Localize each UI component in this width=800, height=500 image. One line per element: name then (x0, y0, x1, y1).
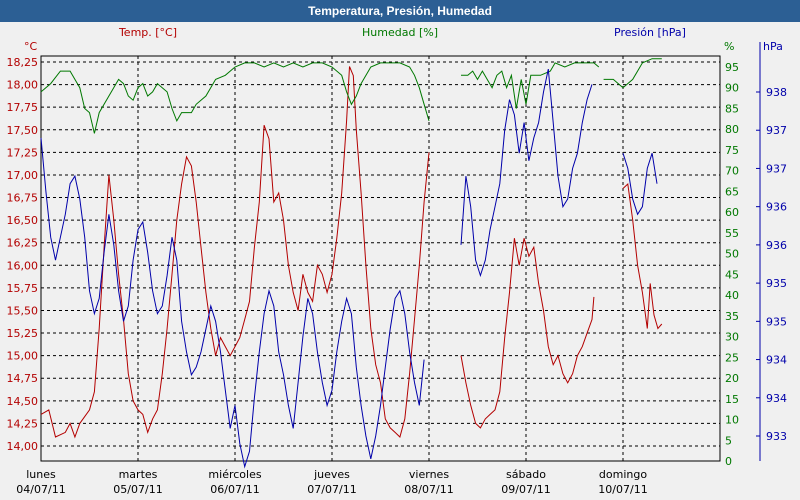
pres-series-line (622, 153, 658, 216)
humidity-tick-label: 30 (725, 331, 739, 344)
day-date-label: 10/07/11 (598, 483, 647, 496)
temp-ticks: 18,25 18,00 17,75 17,50 17,25 17,00 16,75 16,50… (7, 56, 39, 453)
pressure-tick-label: 934 (766, 354, 787, 367)
temp-tick-label: 16,75 (7, 192, 39, 205)
day-date-label: 06/07/11 (210, 483, 259, 496)
day-date-label: 05/07/11 (113, 483, 162, 496)
temp-tick-label: 14,75 (7, 372, 39, 385)
temp-series-line (622, 182, 663, 330)
pres-series-line (460, 68, 593, 278)
temp-tick-label: 17,00 (7, 169, 39, 182)
temp-tick-label: 17,50 (7, 124, 39, 137)
day-date-label: 09/07/11 (501, 483, 550, 496)
temp-tick-label: 16,00 (7, 259, 39, 272)
temp-tick-label: 15,50 (7, 304, 39, 317)
pressure-ticks: 938 937 937 936 936 935 935 934 934 933 (756, 86, 787, 443)
day-name-label: martes (119, 468, 158, 481)
temp-tick-label: 14,00 (7, 440, 39, 453)
temp-tick-label: 16,25 (7, 237, 39, 250)
humidity-tick-label: 20 (725, 372, 739, 385)
humidity-tick-label: 0 (725, 455, 732, 468)
pressure-tick-label: 938 (766, 86, 787, 99)
temp-tick-label: 14,25 (7, 417, 39, 430)
temp-tick-label: 15,00 (7, 350, 39, 363)
day-name-label: viernes (409, 468, 449, 481)
hum-series-line (40, 62, 430, 134)
day-name-label: jueves (313, 468, 350, 481)
pressure-tick-label: 936 (766, 201, 787, 214)
pressure-unit-label: hPa (763, 40, 783, 53)
humidity-tick-label: 45 (725, 268, 739, 281)
humidity-tick-label: 40 (725, 289, 739, 302)
pressure-tick-label: 937 (766, 162, 787, 175)
day-name-label: domingo (599, 468, 647, 481)
pressure-tick-label: 935 (766, 277, 787, 290)
day-date-label: 08/07/11 (404, 483, 453, 496)
temp-unit-label: °C (24, 40, 38, 53)
humidity-tick-label: 70 (725, 165, 739, 178)
humidity-tick-label: 35 (725, 310, 739, 323)
humidity-tick-label: 10 (725, 414, 739, 427)
pres-series-line (40, 137, 425, 469)
day-date-label: 04/07/11 (16, 483, 65, 496)
humidity-tick-label: 65 (725, 185, 739, 198)
temp-tick-label: 14,50 (7, 395, 39, 408)
humidity-tick-label: 85 (725, 102, 739, 115)
grid (41, 56, 720, 461)
humidity-tick-label: 50 (725, 248, 739, 261)
temp-tick-label: 16,50 (7, 214, 39, 227)
day-name-label: miércoles (208, 468, 261, 481)
humidity-tick-label: 95 (725, 61, 739, 74)
day-name-label: lunes (26, 468, 56, 481)
humidity-tick-label: 25 (725, 351, 739, 364)
temp-series-line (460, 238, 595, 429)
humidity-tick-label: 60 (725, 206, 739, 219)
day-date-label: 07/07/11 (307, 483, 356, 496)
pressure-tick-label: 934 (766, 392, 787, 405)
plot-frame (40, 55, 721, 462)
temp-series-line (40, 66, 430, 439)
temp-axis-label: Temp. [°C] (118, 26, 177, 39)
humidity-tick-label: 75 (725, 144, 739, 157)
humidity-tick-label: 15 (725, 393, 739, 406)
window-title: Temperatura, Presión, Humedad (0, 0, 800, 22)
temp-tick-label: 17,25 (7, 146, 39, 159)
humidity-tick-label: 55 (725, 227, 739, 240)
humidity-tick-label: 90 (725, 82, 739, 95)
humidity-tick-label: 80 (725, 123, 739, 136)
day-name-label: sábado (506, 468, 546, 481)
hum-series-line (461, 62, 600, 109)
pressure-tick-label: 936 (766, 239, 787, 252)
pressure-tick-label: 933 (766, 430, 787, 443)
pressure-tick-label: 935 (766, 315, 787, 328)
temp-tick-label: 17,75 (7, 101, 39, 114)
humidity-axis-label: Humedad [%] (362, 26, 438, 39)
humidity-tick-label: 5 (725, 434, 732, 447)
weather-chart: °C Temp. [°C] Humedad [%] % Presión [hPa… (7, 26, 788, 496)
series-group (40, 58, 663, 469)
temp-tick-label: 15,25 (7, 327, 39, 340)
humidity-unit-label: % (724, 40, 734, 53)
temp-tick-label: 18,25 (7, 56, 39, 69)
pressure-axis-label: Presión [hPa] (614, 26, 686, 39)
x-ticks: lunes 04/07/11 martes 05/07/11 miércoles 06/0… (16, 468, 647, 496)
temp-tick-label: 18,00 (7, 79, 39, 92)
hum-series-line (603, 58, 662, 89)
pressure-tick-label: 937 (766, 124, 787, 137)
temp-tick-label: 15,75 (7, 282, 39, 295)
